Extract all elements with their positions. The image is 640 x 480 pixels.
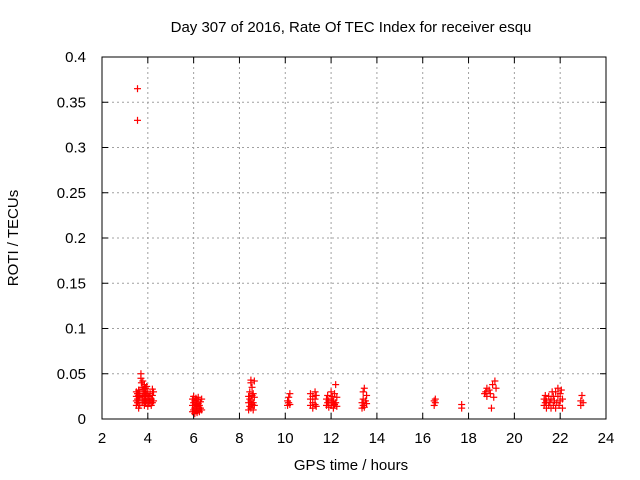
x-axis-label: GPS time / hours [294,457,408,474]
data-point [248,383,256,391]
data-point [144,402,152,410]
data-point [482,388,490,396]
x-tick-label: 20 [506,430,523,447]
data-point [312,402,320,410]
data-point [331,390,339,398]
data-point [486,390,494,398]
data-point [286,401,294,409]
data-point [552,388,560,396]
x-tick-label: 22 [552,430,569,447]
y-tick-label: 0.1 [65,321,86,338]
x-tick-label: 8 [235,430,243,447]
data-point [579,399,587,407]
y-tick-label: 0 [78,411,86,428]
data-point [487,404,495,412]
data-point [430,397,438,405]
data-point [250,377,258,385]
tick-labels: 2 4 6 8 10 12 14 16 18 20 22 2400.050.10.150.20.250… [57,49,615,447]
data-point [327,388,335,396]
data-point [556,390,564,398]
y-tick-label: 0.3 [65,140,86,157]
x-tick-label: 6 [189,430,197,447]
data-point [311,388,319,396]
data-point [489,381,497,389]
data-point [137,370,145,378]
data-point [198,406,206,414]
data-point [332,399,340,407]
data-point [557,386,565,394]
y-tick-label: 0.05 [57,366,86,383]
data-point [250,393,258,401]
data-point [492,384,500,392]
data-point [359,388,367,396]
y-tick-label: 0.4 [65,49,86,66]
data-point [360,384,368,392]
data-point [333,402,341,410]
data-points [132,85,587,418]
data-point [578,391,586,399]
data-point [363,400,371,408]
x-tick-label: 4 [144,430,152,447]
x-tick-label: 16 [414,430,431,447]
data-point [148,391,156,399]
x-tick-label: 2 [98,430,106,447]
data-point [150,388,158,396]
data-point [333,393,341,401]
chart-title: Day 307 of 2016, Rate Of TEC Index for r… [171,19,532,36]
data-point [431,395,439,403]
data-point [324,391,332,399]
data-point [249,406,257,414]
x-tick-label: 18 [460,430,477,447]
data-point [134,116,142,124]
data-point [312,391,320,399]
data-point [360,403,368,411]
data-point [139,377,147,385]
data-point [363,391,371,399]
data-point [485,386,493,394]
x-tick-label: 24 [598,430,615,447]
data-point [249,390,257,398]
y-tick-label: 0.15 [57,275,86,292]
y-tick-label: 0.25 [57,185,86,202]
data-point [198,395,206,403]
y-axis-label: ROTI / TECUs [5,190,22,286]
data-point [150,397,158,405]
data-point [134,85,142,93]
plot-frame [101,56,607,420]
data-point [541,391,549,399]
data-point [458,401,466,409]
x-tick-label: 10 [277,430,294,447]
data-point [490,393,498,401]
y-tick-label: 0.2 [65,230,86,247]
data-point [311,395,319,403]
data-point [285,393,293,401]
x-tick-label: 12 [323,430,340,447]
y-tick-label: 0.35 [57,94,86,111]
data-point [558,395,566,403]
data-point [332,381,340,389]
data-point [250,401,258,409]
grid [102,57,606,419]
data-point [286,390,294,398]
data-point [491,377,499,385]
data-point [143,382,151,390]
data-point [558,404,566,412]
x-tick-label: 14 [369,430,386,447]
